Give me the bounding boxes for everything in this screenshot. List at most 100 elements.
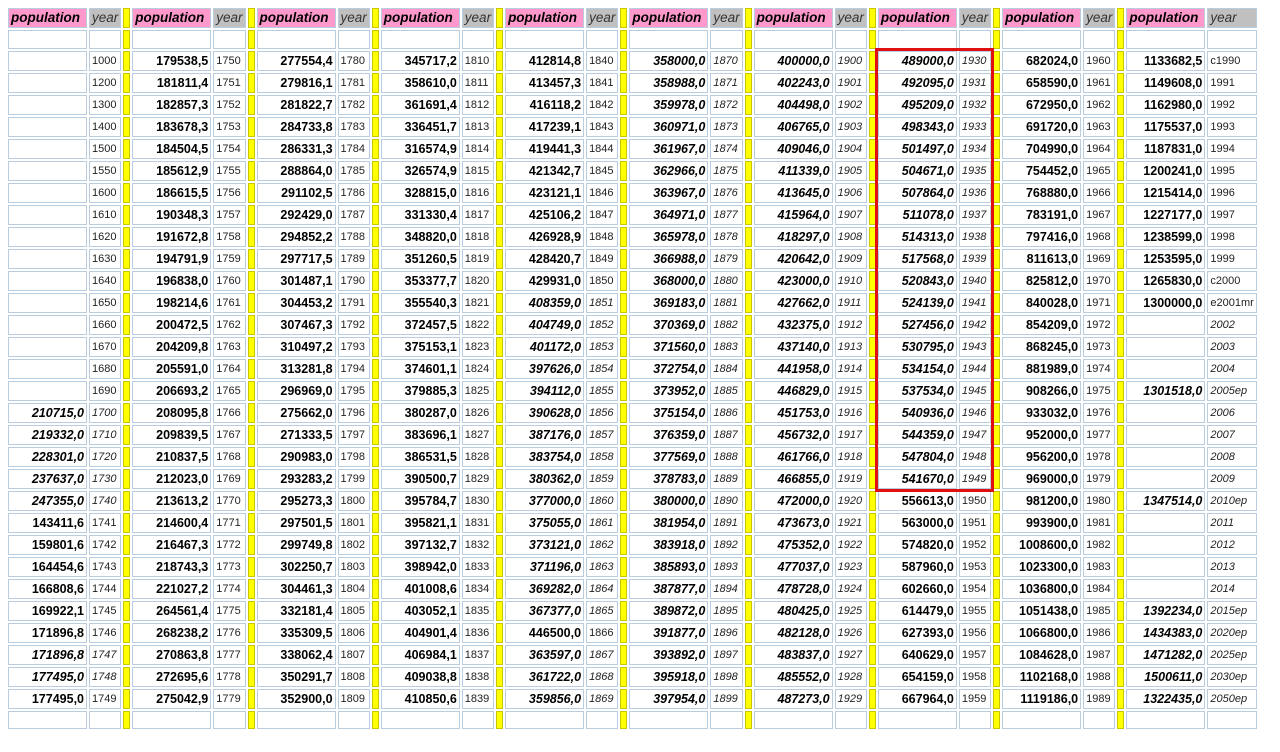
year-cell: 1945 [958,380,992,401]
population-cell: 292429,0 [256,204,336,225]
empty-cell [834,710,867,730]
column-separator [496,72,504,93]
column-separator [744,446,752,467]
population-cell: 316574,9 [380,138,460,159]
column-separator [247,248,255,269]
year-cell: 1793 [337,336,370,357]
population-cell: 1036800,0 [1002,578,1082,599]
column-separator [1117,270,1125,291]
column-separator [123,446,131,467]
column-separator [744,94,752,115]
year-cell: 1842 [586,94,619,115]
population-cell: 361722,0 [505,666,585,687]
year-cell: 1935 [958,160,992,181]
column-separator [993,622,1001,643]
population-cell: 182857,3 [132,94,212,115]
year-cell: 1943 [958,336,992,357]
year-cell: 1908 [834,226,867,247]
population-cell: 1500611,0 [1126,666,1206,687]
population-cell: 461766,0 [753,446,833,467]
population-cell [8,270,87,291]
column-separator [371,600,379,621]
column-separator [371,336,379,357]
table-row: 1550 185612,9 1755 288864,0 1785 326574,9 1815… [8,160,1257,181]
year-cell: 1979 [1083,468,1116,489]
population-header: population [505,8,585,28]
population-cell: 391877,0 [629,622,709,643]
year-cell: 1775 [213,600,246,621]
year-cell: 1927 [834,644,867,665]
column-separator [123,204,131,225]
year-cell: 1760 [213,270,246,291]
year-cell: 1600 [89,182,122,203]
population-cell: 369282,0 [505,578,585,599]
year-cell: 1889 [710,468,743,489]
population-cell: 373121,0 [505,534,585,555]
year-cell: 1868 [586,666,619,687]
column-separator [744,226,752,247]
year-cell: 2012 [1207,534,1257,555]
column-separator [993,402,1001,423]
year-cell: 1813 [461,116,495,137]
column-separator [744,380,752,401]
column-separator [371,424,379,445]
column-separator [993,512,1001,533]
year-cell: 1886 [710,402,743,423]
population-cell [1126,446,1206,467]
year-cell: 1630 [89,248,122,269]
column-separator [868,30,876,49]
year-cell: 1870 [710,50,743,71]
column-separator [247,138,255,159]
year-cell: 1787 [337,204,370,225]
column-separator [744,512,752,533]
year-cell: 1835 [461,600,495,621]
population-cell: 472000,0 [753,490,833,511]
column-separator [496,292,504,313]
empty-cell [256,710,336,730]
year-cell: 1871 [710,72,743,93]
population-cell: 429931,0 [505,270,585,291]
column-separator [620,30,628,49]
column-separator [1117,8,1125,28]
year-cell: 1959 [958,688,992,709]
column-separator [993,688,1001,709]
population-cell: 540936,0 [877,402,957,423]
population-cell: 412814,8 [505,50,585,71]
year-cell: 1898 [710,666,743,687]
year-cell: 1996 [1207,182,1257,203]
year-cell: 1855 [586,380,619,401]
population-cell: 395784,7 [380,490,460,511]
column-separator [371,226,379,247]
column-separator [868,490,876,511]
year-cell: 1895 [710,600,743,621]
blank-row-bottom [8,710,1257,730]
population-cell: 169922,1 [8,600,87,621]
population-cell: 206693,2 [132,380,212,401]
population-cell: 544359,0 [877,424,957,445]
year-cell: 1761 [213,292,246,313]
population-cell: 409046,0 [753,138,833,159]
year-cell: 1953 [958,556,992,577]
column-separator [868,446,876,467]
population-cell: 602660,0 [877,578,957,599]
column-separator [868,688,876,709]
population-cell: 404498,0 [753,94,833,115]
column-separator [868,710,876,730]
population-cell: 1301518,0 [1126,380,1206,401]
year-cell: 1949 [958,468,992,489]
year-cell: 1944 [958,358,992,379]
year-cell: 1969 [1083,248,1116,269]
column-separator [620,138,628,159]
year-cell: 1808 [337,666,370,687]
column-separator [371,314,379,335]
column-separator [247,468,255,489]
column-separator [1117,204,1125,225]
column-separator [123,248,131,269]
year-header: year [834,8,867,28]
empty-cell [461,30,495,49]
year-cell: 2007 [1207,424,1257,445]
population-cell: 797416,0 [1002,226,1082,247]
population-header: population [1002,8,1082,28]
population-cell [1126,314,1206,335]
year-cell: 1994 [1207,138,1257,159]
